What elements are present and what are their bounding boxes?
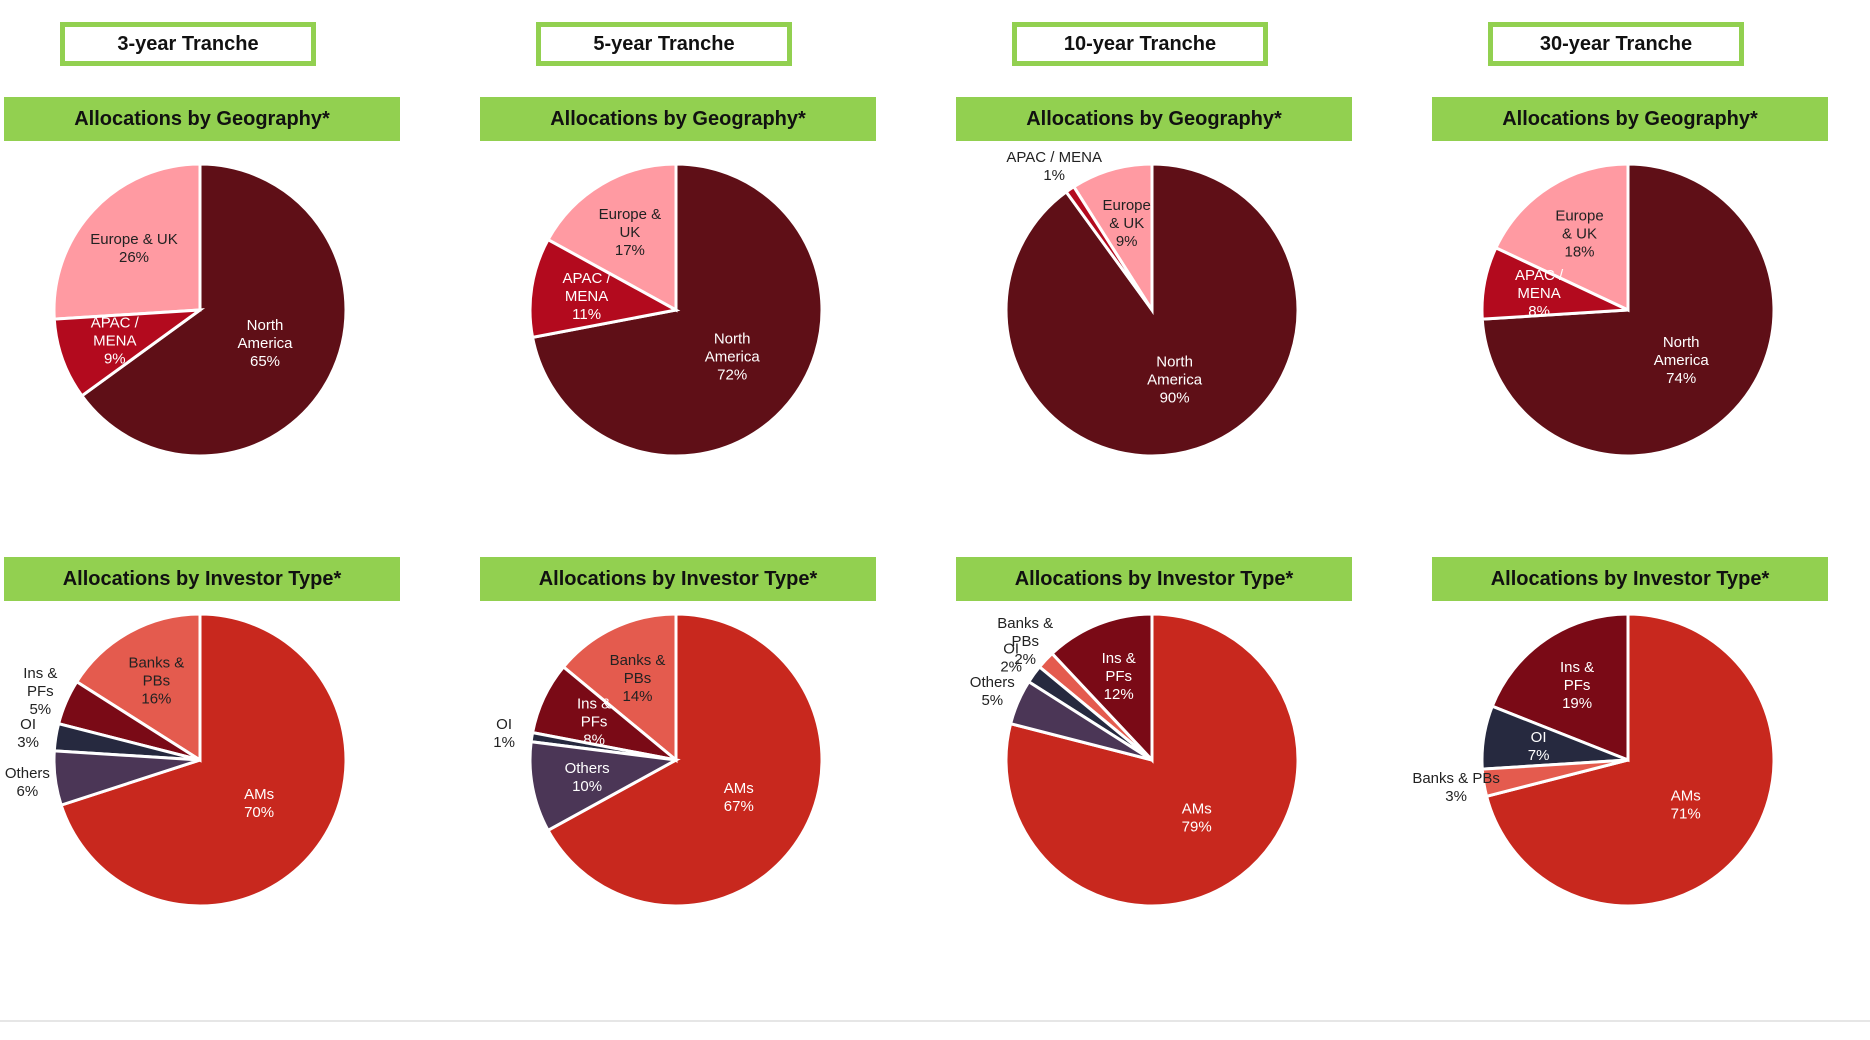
slice-label-oi: OI 3% [17,716,39,751]
slice-label-north-america: North America 74% [1654,334,1710,387]
pie-slice-apac-mena [1064,184,1154,311]
tranche-column-10yr: 10-year Tranche Allocations by Geography… [952,0,1372,1022]
slice-label-others: Others 10% [565,760,610,795]
slice-label-apac-mena: APAC / MENA 9% [91,315,140,368]
slice-label-others: Others 6% [5,765,50,800]
pie-slice-north-america [79,162,348,458]
slice-label-oi: OI 7% [1528,729,1550,764]
pie-slice-others [52,749,201,808]
investor-type-pie-chart: AMs 79% Ins & PFs 12% Banks & PBs 2%OI 2%Others 5… [970,612,1300,908]
investor-type-pie-chart: AMs 67% Banks & PBs 14%Ins & PFs 8% OI 1% Others 1… [493,612,824,908]
investor-type-chart-title: Allocations by Investor Type* [956,557,1352,601]
slice-label-north-america: North America 90% [1147,353,1203,406]
slice-label-ins-pfs: Ins & PFs 19% [1560,659,1594,712]
pie-slice-ins-pfs [1049,612,1154,764]
slice-label-europe-uk: Europe & UK 9% [1103,197,1151,250]
pie-slice-apac-mena [1480,245,1629,321]
investor-type-chart-title: Allocations by Investor Type* [4,557,400,601]
geography-pie-chart: North America 72% Europe & UK 17% APAC / MENA 11… [528,162,824,458]
slice-label-ams: AMs 79% [1182,801,1212,836]
slice-label-banks-pbs: Banks & PBs 14% [610,652,666,705]
slice-label-north-america: North America 65% [237,317,293,370]
tranche-title: 10-year Tranche [1012,22,1268,66]
pie-slice-ams [59,612,348,908]
tranche-column-3yr: 3-year Tranche Allocations by Geography*… [0,0,420,1022]
pie-slice-europe-uk [1493,162,1630,313]
pie-slice-europe-uk [546,162,678,313]
slice-label-ams: AMs 70% [244,786,274,821]
slice-label-oi: OI 1% [493,716,515,751]
pie-slice-ins-pfs [1490,612,1630,763]
pie-slice-banks-pbs [74,612,202,763]
geography-chart-title: Allocations by Geography* [956,97,1352,141]
slice-label-apac-mena: APAC / MENA 1% [1006,149,1102,184]
slice-label-europe-uk: Europe & UK 26% [90,231,178,266]
geography-pie-chart: North America 65% Europe & UK 26% APAC / MENA 9… [52,162,348,458]
pie-slice-ams [1484,612,1776,908]
geography-pie-chart: North America 90% Europe & UK 9%APAC / MENA 1% [1004,149,1300,458]
slice-label-apac-mena: APAC / MENA 11% [563,270,612,323]
slice-label-north-america: North America 72% [705,331,761,384]
pie-slice-apac-mena [528,237,681,340]
tranche-title: 3-year Tranche [60,22,316,66]
pie-slice-others [1008,679,1153,762]
slice-label-banks-pbs: Banks & PBs 16% [128,655,184,708]
bottom-divider [0,1020,1870,1022]
slice-label-ams: AMs 71% [1671,788,1701,823]
tranche-column-5yr: 5-year Tranche Allocations by Geography*… [476,0,896,1022]
pie-slice-apac-mena [52,308,206,398]
slice-label-banks-pbs: Banks & PBs 2% [997,615,1053,668]
pie-slice-banks-pbs [1480,758,1629,799]
investor-type-chart-title: Allocations by Investor Type* [1432,557,1828,601]
geography-chart-title: Allocations by Geography* [4,97,400,141]
slice-label-ins-pfs: Ins & PFs 8% [577,696,611,749]
investor-type-pie-chart: AMs 70% Banks & PBs 16% Ins & PFs 5%OI 3% Others 6… [5,612,348,908]
investor-type-pie-chart: AMs 71% Ins & PFs 19% OI 7% Banks & PBs 3% [1412,612,1776,908]
slice-label-europe-uk: Europe & UK 17% [599,206,662,259]
investor-type-chart-title: Allocations by Investor Type* [480,557,876,601]
tranche-column-30yr: 30-year Tranche Allocations by Geography… [1412,0,1848,1022]
pie-slice-ams [546,612,824,908]
geography-chart-title: Allocations by Geography* [480,97,876,141]
slice-label-others: Others 5% [970,674,1015,709]
pie-slice-banks-pbs [561,612,678,764]
geography-chart-title: Allocations by Geography* [1432,97,1828,141]
slice-label-apac-mena: APAC / MENA 8% [1515,267,1564,320]
tranche-title: 30-year Tranche [1488,22,1744,66]
slice-label-oi: OI 2% [1000,641,1022,676]
pie-slice-europe-uk [52,162,202,321]
slice-label-ins-pfs: Ins & PFs 12% [1102,650,1136,703]
geography-pie-chart: North America 74% Europe & UK 18% APAC / MENA 8% [1480,162,1776,458]
slice-label-europe-uk: Europe & UK 18% [1555,208,1603,261]
pie-slice-others [528,740,681,833]
pie-slice-europe-uk [1071,162,1154,316]
tranche-title: 5-year Tranche [536,22,792,66]
slice-label-ams: AMs 67% [724,780,754,815]
slice-label-banks-pbs: Banks & PBs 3% [1412,770,1500,805]
slice-label-ins-pfs: Ins & PFs 5% [23,665,57,718]
